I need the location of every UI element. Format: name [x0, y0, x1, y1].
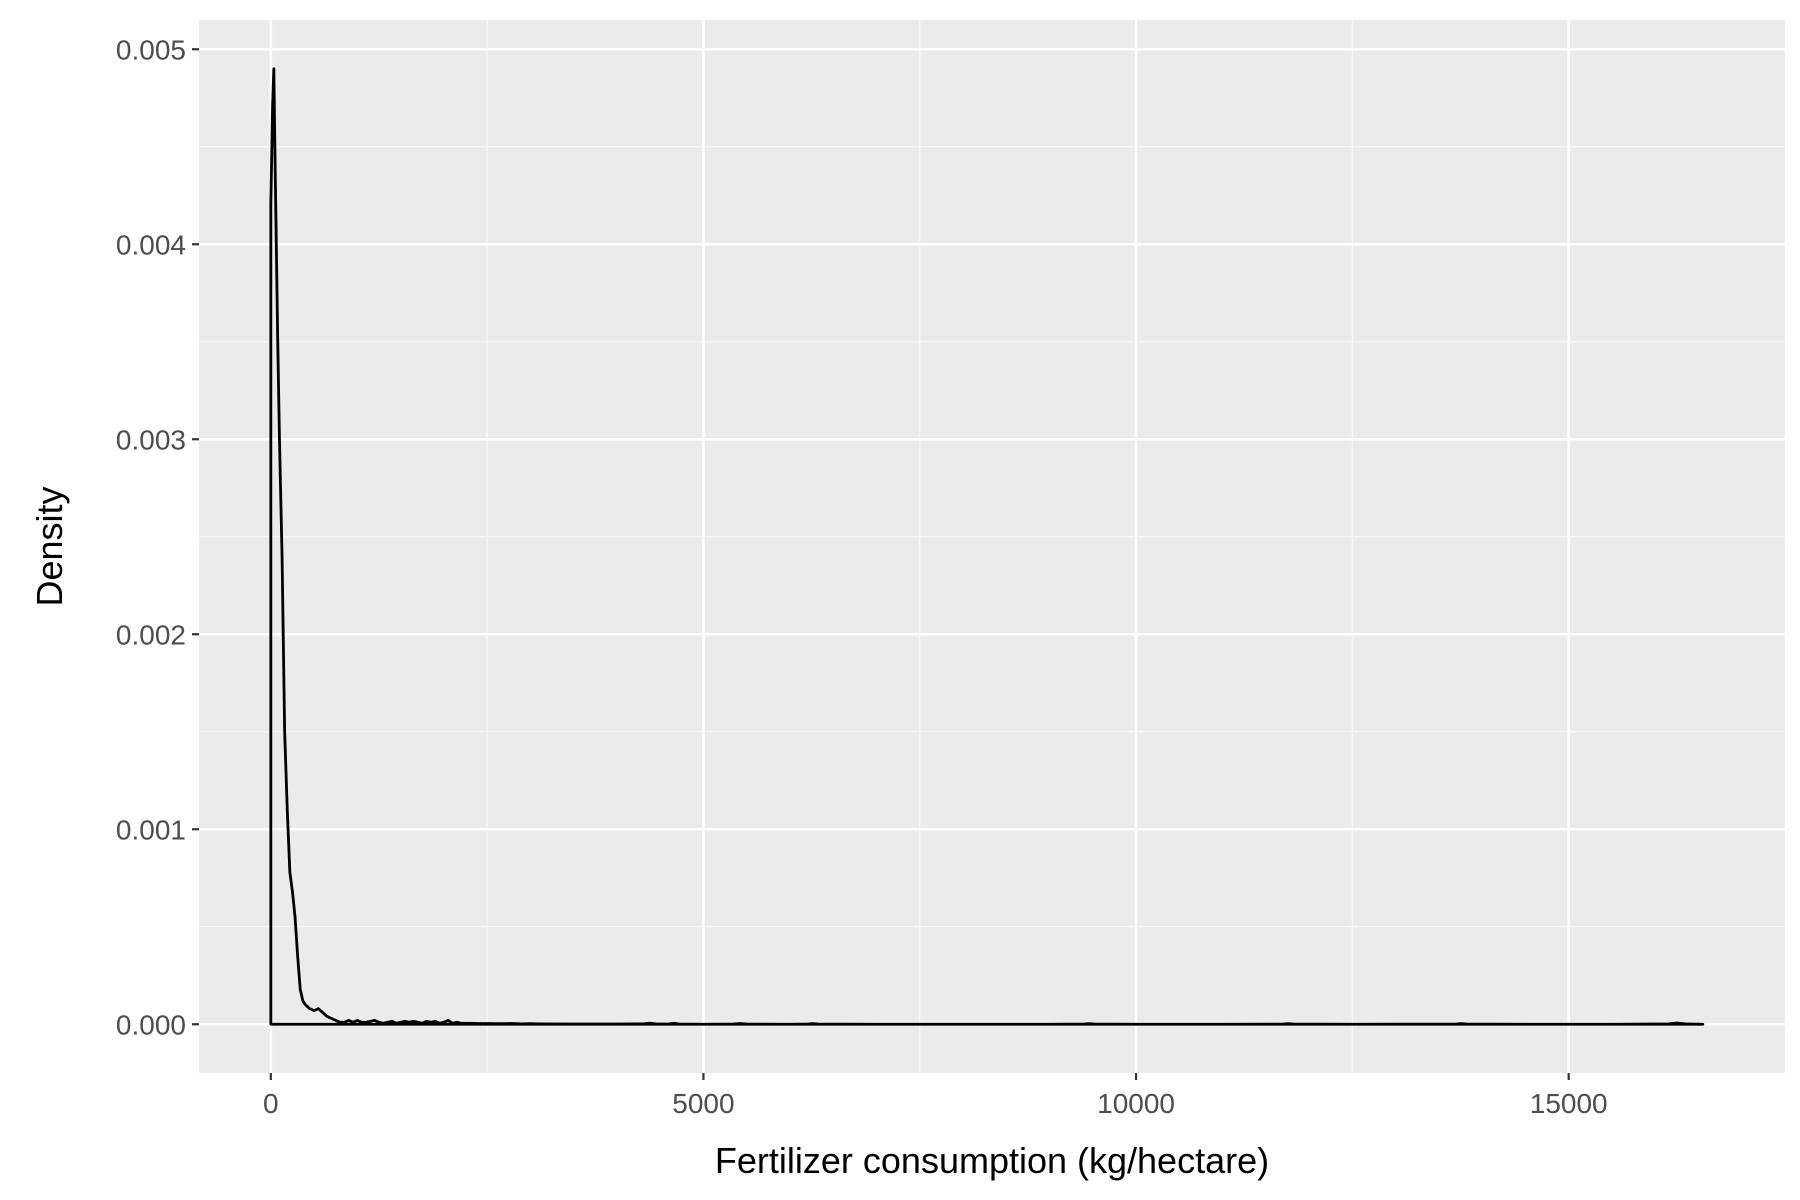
y-axis-title: Density	[29, 486, 70, 606]
y-tick-label: 0.001	[116, 814, 186, 845]
plot-panel	[199, 20, 1785, 1073]
y-tick-label: 0.000	[116, 1009, 186, 1040]
y-tick-label: 0.004	[116, 229, 186, 260]
density-curve	[269, 67, 1705, 1026]
x-tick-label: 10000	[1097, 1088, 1175, 1119]
x-axis-title: Fertilizer consumption (kg/hectare)	[715, 1140, 1269, 1181]
y-axis: 0.000 0.001 0.002 0.003 0.004 0.005	[116, 34, 199, 1040]
y-tick-label: 0.003	[116, 424, 186, 455]
x-tick-label: 5000	[672, 1088, 734, 1119]
x-axis: 0 5000 10000 15000	[263, 1073, 1608, 1119]
y-tick-label: 0.002	[116, 619, 186, 650]
minor-gridlines	[199, 20, 1785, 1073]
x-tick-label: 0	[263, 1088, 279, 1119]
y-tick-label: 0.005	[116, 34, 186, 65]
x-tick-label: 15000	[1530, 1088, 1608, 1119]
